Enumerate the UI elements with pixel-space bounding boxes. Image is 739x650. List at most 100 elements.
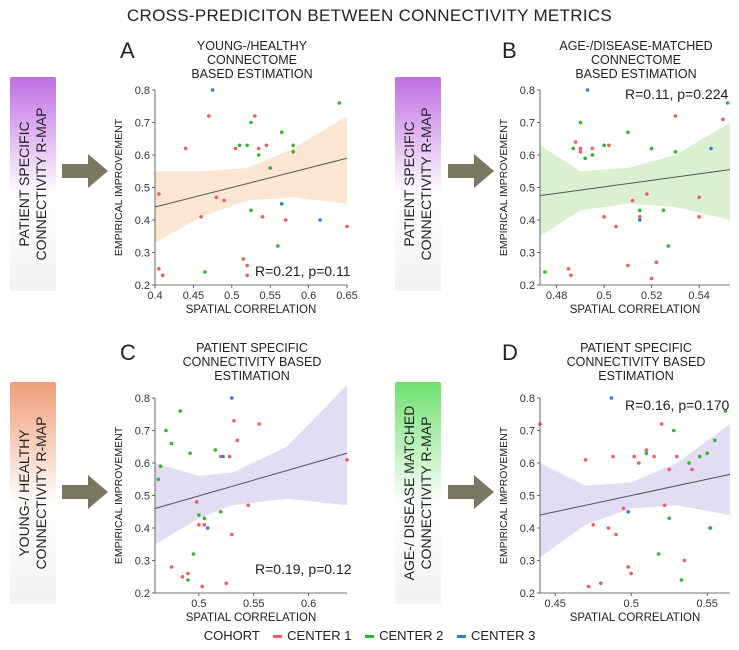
data-point — [659, 422, 664, 426]
arrow-right-icon — [448, 475, 494, 509]
data-point — [253, 114, 257, 118]
y-tick-label: 0.4 — [135, 523, 150, 535]
x-tick-label: 0.45 — [183, 290, 204, 302]
y-axis-label: EMPIRICAL IMPROVEMENT — [498, 118, 510, 256]
x-tick-label: 0.55 — [243, 598, 264, 610]
data-point — [245, 273, 249, 278]
data-point — [673, 114, 678, 118]
data-point — [721, 117, 725, 122]
x-tick-label: 0.65 — [336, 290, 357, 302]
data-point — [157, 192, 161, 196]
data-point — [630, 198, 635, 203]
data-point — [318, 218, 322, 222]
data-point — [662, 503, 667, 508]
data-point — [697, 195, 701, 200]
x-tick-label: 0.5 — [224, 290, 239, 302]
data-point — [233, 146, 238, 151]
data-point — [191, 552, 196, 556]
data-point — [566, 267, 571, 271]
data-point — [602, 143, 606, 148]
data-point — [667, 467, 671, 472]
data-point — [673, 150, 678, 154]
data-point — [644, 448, 649, 452]
stats-annotation: R=0.16, p=0.170 — [625, 397, 730, 413]
data-point — [626, 130, 630, 135]
x-tick-label: 0.5 — [596, 290, 611, 302]
data-point — [611, 454, 615, 459]
legend-label: CENTER 2 — [379, 628, 444, 643]
y-tick-label: 0.2 — [135, 588, 150, 600]
panel-title-line: BASED ESTIMATION — [191, 67, 312, 81]
x-tick-label: 0.48 — [546, 290, 567, 302]
data-point — [632, 454, 636, 459]
data-point — [578, 146, 583, 151]
data-point — [725, 101, 730, 105]
row-label-patient-specific-a: PATIENT SPECIFIC CONNECTIVITY R-MAP — [10, 77, 56, 291]
data-point — [713, 438, 717, 443]
legend-label: CENTER 3 — [471, 628, 536, 643]
data-point — [672, 428, 676, 433]
y-tick-label: 0.8 — [135, 393, 150, 405]
data-point — [279, 130, 284, 135]
y-axis-label: EMPIRICAL IMPROVEMENT — [113, 118, 125, 256]
legend-swatch — [365, 635, 375, 639]
y-axis-label: EMPIRICAL IMPROVEMENT — [498, 426, 510, 564]
data-point — [246, 503, 251, 508]
data-point — [654, 260, 659, 265]
data-point — [245, 143, 249, 148]
data-point — [203, 270, 207, 274]
y-tick-label: 0.7 — [520, 426, 535, 438]
data-point — [583, 458, 588, 462]
data-point — [573, 140, 578, 144]
regression-line — [154, 452, 348, 509]
data-point — [638, 218, 642, 222]
data-point — [649, 146, 654, 151]
data-point — [614, 224, 618, 229]
data-point — [679, 578, 684, 582]
row-label-age-disease-matched: AGE-/ DISEASE MATCHED CONNECTIVITY R-MAP — [395, 382, 441, 604]
data-point — [708, 526, 712, 530]
data-point — [661, 208, 666, 213]
data-point — [260, 215, 265, 219]
data-point — [609, 396, 614, 400]
panel-title-line: PATIENT SPECIFIC — [196, 341, 308, 355]
panel-letter: B — [502, 38, 517, 63]
y-tick-label: 0.4 — [135, 215, 150, 227]
y-tick-label: 0.5 — [135, 183, 150, 195]
panel-title-line: ESTIMATION — [214, 369, 289, 383]
data-point — [697, 454, 702, 459]
legend-swatch — [273, 635, 283, 639]
data-point — [164, 428, 168, 433]
data-point — [626, 510, 630, 514]
data-point — [682, 558, 687, 563]
data-point — [241, 257, 246, 261]
y-tick-label: 0.5 — [520, 183, 535, 195]
data-point — [644, 451, 649, 456]
x-tick-label: 0.6 — [301, 598, 316, 610]
data-point — [578, 120, 583, 125]
y-tick-label: 0.8 — [520, 85, 535, 97]
data-point — [666, 244, 671, 248]
confidence-band — [155, 116, 347, 243]
x-tick-label: 0.55 — [259, 290, 280, 302]
data-point — [607, 143, 611, 148]
data-point — [638, 215, 642, 219]
panel-letter: D — [502, 340, 518, 365]
y-tick-label: 0.3 — [520, 556, 535, 568]
confidence-band — [540, 122, 730, 237]
y-tick-label: 0.2 — [135, 280, 150, 292]
data-point — [230, 396, 234, 400]
y-tick-label: 0.3 — [520, 248, 535, 260]
data-point — [645, 192, 649, 196]
y-tick-label: 0.2 — [520, 280, 535, 292]
data-point — [599, 581, 603, 586]
data-point — [245, 263, 249, 268]
panel-letter: A — [120, 38, 135, 63]
data-point — [614, 532, 618, 537]
data-point — [583, 156, 587, 161]
data-point — [180, 575, 185, 579]
data-point — [705, 451, 709, 456]
